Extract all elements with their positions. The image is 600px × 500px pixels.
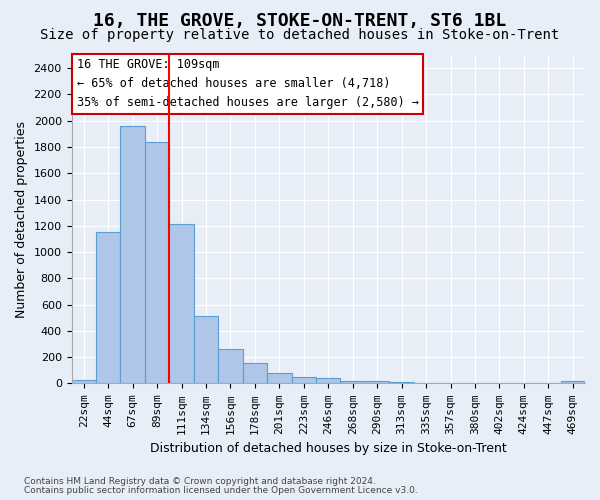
Bar (512, 383, 536, 384)
X-axis label: Distribution of detached houses by size in Stoke-on-Trent: Distribution of detached houses by size … (150, 442, 506, 455)
Y-axis label: Number of detached properties: Number of detached properties (15, 120, 28, 318)
Bar (316, 378, 340, 384)
Bar (536, 383, 560, 384)
Bar (267, 373, 292, 384)
Bar (463, 383, 487, 384)
Text: 16, THE GROVE, STOKE-ON-TRENT, ST6 1BL: 16, THE GROVE, STOKE-ON-TRENT, ST6 1BL (94, 12, 506, 30)
Bar (71, 380, 96, 384)
Bar (242, 363, 267, 384)
Bar (365, 382, 389, 384)
Bar (96, 232, 121, 384)
Bar (194, 316, 218, 384)
Text: Size of property relative to detached houses in Stoke-on-Trent: Size of property relative to detached ho… (40, 28, 560, 42)
Bar (145, 142, 169, 384)
Bar (560, 381, 585, 384)
Bar (218, 348, 242, 384)
Bar (169, 224, 194, 384)
Bar (414, 383, 438, 384)
Bar (340, 381, 365, 384)
Bar (292, 377, 316, 384)
Bar (487, 383, 512, 384)
Bar (389, 382, 414, 384)
Text: Contains public sector information licensed under the Open Government Licence v3: Contains public sector information licen… (24, 486, 418, 495)
Text: Contains HM Land Registry data © Crown copyright and database right 2024.: Contains HM Land Registry data © Crown c… (24, 477, 376, 486)
Text: 16 THE GROVE: 109sqm
← 65% of detached houses are smaller (4,718)
35% of semi-de: 16 THE GROVE: 109sqm ← 65% of detached h… (77, 58, 419, 110)
Bar (438, 383, 463, 384)
Bar (121, 126, 145, 384)
